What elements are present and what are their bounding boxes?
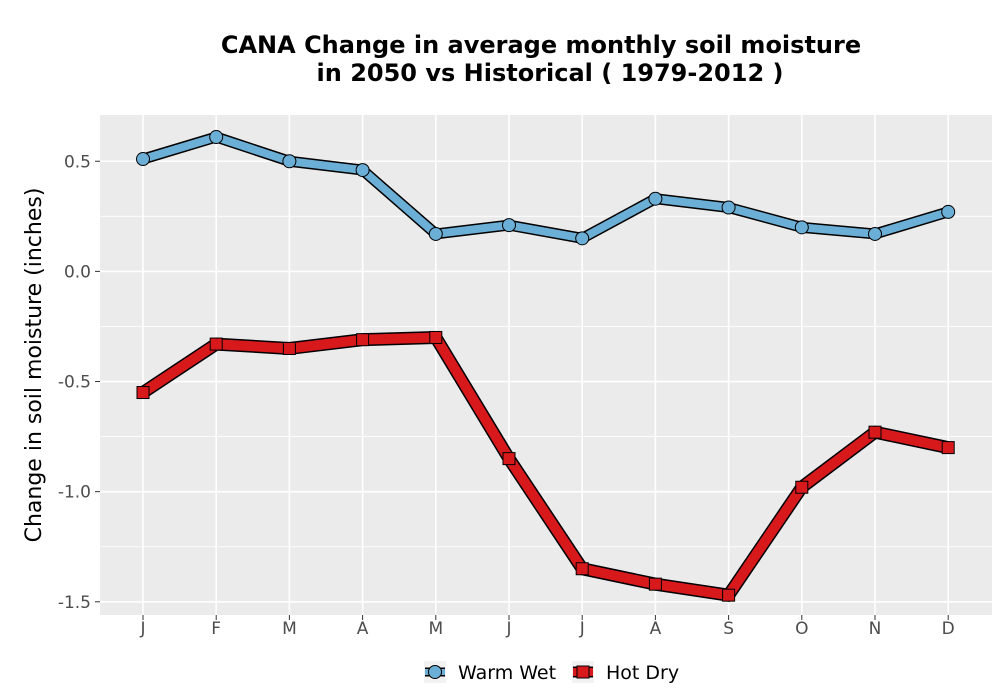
- data-point: [355, 163, 370, 178]
- y-tick-label: 0.5: [64, 152, 91, 172]
- y-axis-label: Change in soil moisture (inches): [22, 188, 47, 543]
- x-tick-label: F: [211, 619, 221, 639]
- legend-item-hot-dry: Hot Dry: [572, 661, 679, 684]
- series-warm-wet: [136, 130, 956, 246]
- data-point: [136, 386, 150, 400]
- data-point: [136, 152, 150, 167]
- chart-title-line1: CANA Change in average monthly soil mois…: [221, 31, 861, 59]
- x-tick-label: N: [869, 619, 882, 639]
- data-point: [282, 341, 296, 355]
- y-tick-label: -1.5: [58, 593, 91, 613]
- data-point: [941, 441, 955, 455]
- data-point: [868, 425, 882, 439]
- x-tick-label: J: [139, 619, 145, 639]
- x-tick-label: D: [942, 619, 955, 639]
- grid-major: [100, 115, 992, 615]
- data-point: [648, 577, 662, 591]
- x-tick-label: A: [357, 619, 369, 639]
- data-point: [575, 231, 590, 246]
- data-point: [282, 154, 297, 169]
- x-tick-label: A: [650, 619, 662, 639]
- data-point: [429, 330, 443, 344]
- data-point: [648, 191, 663, 206]
- data-point: [502, 218, 516, 233]
- series-line: [141, 133, 950, 243]
- x-tick-label: S: [723, 619, 734, 639]
- series-layer: [136, 130, 956, 602]
- data-point: [209, 337, 223, 351]
- data-point: [575, 562, 589, 576]
- data-point: [868, 226, 882, 241]
- data-point: [722, 588, 736, 602]
- x-tick-label: M: [428, 619, 443, 639]
- legend-key-marker: [576, 665, 590, 679]
- x-tick-label: M: [282, 619, 297, 639]
- y-tick-label: -0.5: [58, 373, 91, 393]
- data-point: [428, 226, 443, 241]
- legend-label: Hot Dry: [606, 662, 679, 684]
- data-point: [794, 220, 809, 235]
- x-tick-label: J: [505, 619, 511, 639]
- data-point: [502, 452, 516, 466]
- data-point: [721, 200, 736, 215]
- data-point: [356, 333, 370, 347]
- y-tick-label: 0.0: [64, 262, 91, 282]
- series-hot-dry: [136, 330, 955, 602]
- y-axis: -1.5 -1.0 -0.5 0.0 0.5: [58, 152, 100, 613]
- legend-label: Warm Wet: [458, 662, 556, 684]
- grid-minor: [100, 215, 992, 548]
- data-point: [941, 204, 956, 219]
- legend-key-marker: [428, 665, 442, 679]
- data-point: [795, 480, 809, 494]
- x-tick-label: J: [579, 619, 585, 639]
- plot-panel: [100, 115, 992, 615]
- legend: Warm Wet Hot Dry: [424, 661, 679, 684]
- y-tick-label: -1.0: [58, 483, 91, 503]
- chart-title-line2: in 2050 vs Historical ( 1979-2012 ): [317, 59, 784, 87]
- x-tick-label: O: [795, 619, 808, 639]
- series-line: [140, 332, 950, 601]
- legend-item-warm-wet: Warm Wet: [424, 661, 556, 684]
- data-point: [209, 130, 224, 145]
